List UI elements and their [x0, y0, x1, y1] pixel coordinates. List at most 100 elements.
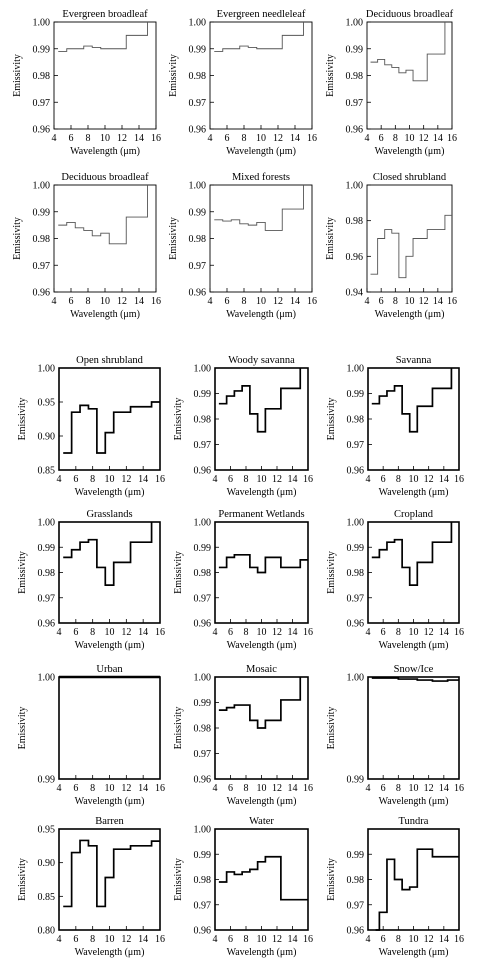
x-tick-label: 12 [117, 296, 127, 307]
x-axis-label: Wavelength (μm) [227, 947, 297, 958]
x-axis-label: Wavelength (μm) [75, 796, 145, 807]
x-tick-label: 10 [405, 133, 415, 144]
y-tick-label: 0.96 [347, 619, 365, 630]
x-tick-label: 6 [73, 627, 78, 638]
y-tick-label: 1.00 [347, 518, 365, 529]
y-tick-label: 0.97 [38, 593, 56, 604]
y-tick-label: 0.99 [189, 44, 207, 55]
x-tick-label: 10 [105, 474, 115, 485]
x-tick-label: 16 [454, 627, 464, 638]
y-tick-label: 1.00 [194, 364, 212, 375]
y-tick-label: 0.99 [194, 389, 212, 400]
x-tick-label: 14 [288, 474, 298, 485]
y-tick-label: 0.97 [347, 593, 365, 604]
x-tick-label: 14 [439, 783, 449, 794]
y-tick-label: 0.99 [33, 44, 51, 55]
x-tick-label: 12 [424, 783, 434, 794]
x-tick-label: 10 [100, 133, 110, 144]
x-tick-label: 12 [273, 133, 283, 144]
emissivity-panel: 4 6 8 10 12 14 16 0.96 0.97 0.98 0.99 1.00 Savanna Wa… [326, 355, 464, 498]
y-tick-label: 0.99 [347, 389, 365, 400]
y-axis-label: Emissivity [173, 398, 184, 441]
x-tick-label: 4 [208, 296, 213, 307]
y-tick-label: 0.96 [347, 926, 365, 937]
x-tick-label: 6 [228, 934, 233, 945]
x-tick-label: 16 [155, 474, 165, 485]
x-tick-label: 8 [396, 627, 401, 638]
y-tick-label: 0.96 [33, 125, 51, 136]
x-tick-label: 12 [272, 783, 282, 794]
emissivity-series-line [371, 522, 453, 586]
emissivity-panel: 4 6 8 10 12 14 16 0.99 1.00 Urban Wavelength (μm) E… [17, 664, 165, 807]
x-tick-label: 16 [303, 627, 313, 638]
x-tick-label: 14 [439, 627, 449, 638]
x-tick-label: 8 [244, 627, 249, 638]
x-tick-label: 6 [69, 296, 74, 307]
panel-title: Evergreen broadleaf [62, 9, 148, 20]
x-tick-label: 12 [272, 934, 282, 945]
x-tick-label: 8 [393, 296, 398, 307]
x-tick-label: 4 [57, 474, 62, 485]
emissivity-panel: 4 6 8 10 12 14 16 0.96 0.97 0.98 0.99 1.00 Woody sav… [173, 355, 313, 498]
y-tick-label: 0.98 [346, 216, 364, 227]
x-tick-label: 14 [433, 133, 443, 144]
y-axis-label: Emissivity [168, 54, 179, 97]
x-tick-label: 6 [69, 133, 74, 144]
x-tick-label: 10 [257, 627, 267, 638]
y-tick-label: 1.00 [33, 181, 51, 192]
panel-title: Cropland [394, 509, 434, 520]
y-tick-label: 0.96 [346, 252, 364, 263]
x-tick-label: 8 [242, 133, 247, 144]
x-tick-label: 4 [213, 783, 218, 794]
x-tick-label: 12 [121, 627, 131, 638]
y-tick-label: 0.99 [33, 207, 51, 218]
x-tick-label: 8 [90, 783, 95, 794]
y-tick-label: 0.98 [194, 724, 212, 735]
y-axis-label: Emissivity [326, 858, 337, 901]
x-axis-label: Wavelength (μm) [75, 640, 145, 651]
y-tick-label: 1.00 [347, 673, 365, 684]
y-tick-label: 0.97 [33, 261, 51, 272]
x-tick-label: 10 [100, 296, 110, 307]
x-tick-label: 10 [409, 783, 419, 794]
x-axis-label: Wavelength (μm) [226, 146, 296, 157]
x-tick-label: 6 [379, 133, 384, 144]
y-tick-label: 0.98 [194, 568, 212, 579]
x-tick-label: 12 [424, 474, 434, 485]
x-tick-label: 6 [225, 296, 230, 307]
y-tick-label: 0.85 [38, 892, 56, 903]
plot-frame [367, 367, 460, 471]
y-tick-label: 1.00 [347, 364, 365, 375]
x-tick-label: 8 [396, 474, 401, 485]
x-axis-label: Wavelength (μm) [375, 309, 445, 320]
panel-title: Savanna [396, 355, 432, 366]
y-tick-label: 0.99 [347, 543, 365, 554]
y-tick-label: 0.97 [194, 900, 212, 911]
x-tick-label: 10 [257, 934, 267, 945]
y-axis-label: Emissivity [326, 707, 337, 750]
emissivity-series-line [218, 368, 302, 433]
x-tick-label: 12 [121, 783, 131, 794]
x-tick-label: 6 [379, 296, 384, 307]
x-tick-label: 4 [366, 934, 371, 945]
emissivity-panel: 4 6 8 10 12 14 160.960.970.980.991.00Deciduous… [325, 9, 457, 157]
x-tick-label: 8 [90, 627, 95, 638]
x-tick-label: 12 [272, 627, 282, 638]
plot-frame [367, 828, 460, 931]
y-tick-label: 0.98 [33, 71, 51, 82]
emissivity-series-line [218, 855, 308, 901]
x-tick-label: 6 [381, 474, 386, 485]
y-tick-label: 0.98 [38, 568, 56, 579]
x-axis-label: Wavelength (μm) [227, 487, 297, 498]
y-tick-label: 0.98 [347, 568, 365, 579]
x-axis-label: Wavelength (μm) [226, 309, 296, 320]
x-tick-label: 8 [86, 133, 91, 144]
plot-frame [53, 21, 157, 130]
emissivity-series-line [371, 368, 453, 433]
emissivity-panel: 4 6 8 10 12 14 16 0.96 0.97 0.98 0.99 1.00 Mixed for… [168, 172, 317, 320]
y-axis-label: Emissivity [12, 54, 23, 97]
x-axis-label: Wavelength (μm) [75, 487, 145, 498]
x-axis-label: Wavelength (μm) [227, 640, 297, 651]
emissivity-panel: 4 6 8 10 12 14 160.960.970.980.991.00Deciduous… [12, 172, 161, 320]
